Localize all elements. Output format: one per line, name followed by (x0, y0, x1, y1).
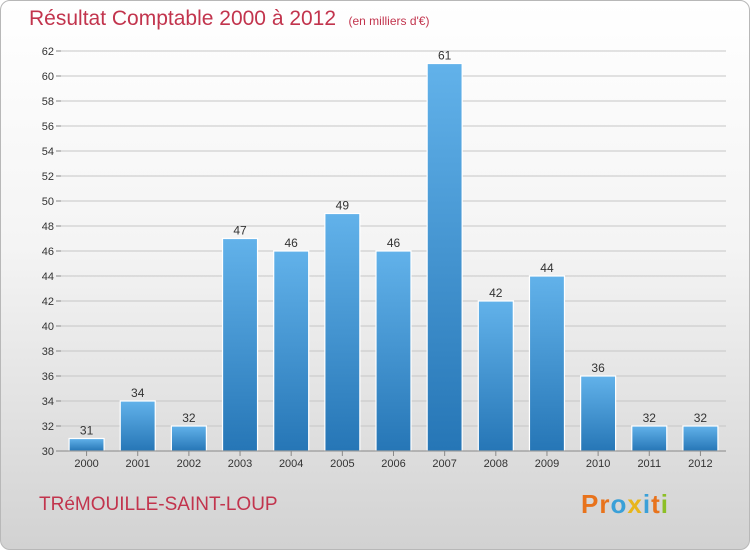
x-tick-label-2010: 2010 (586, 458, 610, 470)
bar-2006 (375, 250, 412, 452)
bar-2009 (528, 275, 566, 452)
x-tick-label-2004: 2004 (279, 458, 303, 470)
x-tick-label-2008: 2008 (484, 458, 508, 470)
bar-2003 (221, 237, 259, 452)
y-tick-label: 52 (42, 171, 54, 183)
y-tick-label: 58 (42, 96, 54, 108)
y-tick-label: 34 (42, 396, 54, 408)
logo-letter: r (599, 489, 611, 519)
y-tick-label: 48 (42, 221, 54, 233)
logo-letter: i (660, 489, 669, 519)
y-tick-label: 54 (42, 146, 54, 158)
bar-2007 (426, 62, 463, 452)
y-tick-label: 30 (42, 446, 54, 458)
y-tick-label: 42 (42, 296, 54, 308)
y-tick-label: 32 (42, 421, 54, 433)
y-tick-label: 50 (42, 196, 54, 208)
bars (68, 62, 719, 452)
data-labels: 31 34 32 47 46 49 46 61 42 44 36 32 32 (80, 49, 708, 438)
bar-2011 (631, 425, 668, 452)
chart-title-main: Résultat Comptable 2000 à 2012 (29, 7, 337, 30)
x-tick-label-2001: 2001 (125, 458, 149, 470)
chart-title: Résultat Comptable 2000 à 2012 (en milli… (29, 7, 429, 31)
bar-2002 (170, 425, 207, 452)
data-label-2002: 32 (182, 411, 196, 425)
y-tick-label: 44 (42, 271, 54, 283)
data-label-2011: 32 (643, 411, 657, 425)
city-name: TRéMOUILLE-SAINT-LOUP (39, 494, 278, 515)
data-label-2004: 46 (285, 236, 299, 250)
x-tick-label-2003: 2003 (228, 458, 252, 470)
data-label-2003: 47 (233, 224, 247, 238)
data-label-2005: 49 (336, 199, 350, 213)
data-label-2009: 44 (540, 261, 554, 275)
y-tick-label: 38 (42, 346, 54, 358)
logo-letter: i (642, 489, 652, 519)
logo-letter: x (627, 489, 643, 519)
y-axis-ticks: 30 32 34 36 38 40 42 44 46 48 50 52 54 56 58 60 62 (42, 46, 61, 458)
x-tick-label-2009: 2009 (535, 458, 559, 470)
bar-2005 (324, 212, 361, 452)
x-tick-label-2006: 2006 (381, 458, 405, 470)
data-label-2012: 32 (694, 411, 708, 425)
bar-2012 (682, 425, 719, 452)
bar-2004 (273, 250, 310, 452)
bar-2001 (119, 400, 156, 452)
bar-2010 (580, 375, 617, 452)
y-tick-label: 40 (42, 321, 54, 333)
x-axis-ticks: 2000 2001 2002 2003 2004 2005 2006 2007 2008 2009… (74, 451, 713, 470)
x-tick-label-2002: 2002 (177, 458, 201, 470)
y-tick-label: 60 (42, 71, 54, 83)
bar-2008 (477, 300, 514, 452)
data-label-2001: 34 (131, 386, 145, 400)
y-tick-label: 62 (42, 46, 54, 58)
data-label-2006: 46 (387, 236, 401, 250)
x-tick-label-2005: 2005 (330, 458, 354, 470)
data-label-2010: 36 (591, 361, 605, 375)
y-tick-label: 36 (42, 371, 54, 383)
proxiti-logo: Proxiti (581, 489, 669, 520)
data-label-2000: 31 (80, 424, 94, 438)
x-tick-label-2007: 2007 (432, 458, 456, 470)
y-tick-label: 56 (42, 121, 54, 133)
y-tick-label: 46 (42, 246, 54, 258)
x-tick-label-2012: 2012 (688, 458, 712, 470)
logo-letter: t (651, 489, 661, 519)
logo-letter: o (610, 489, 628, 519)
data-label-2008: 42 (489, 286, 503, 300)
data-label-2007: 61 (438, 49, 452, 63)
chart-unit-note: (en milliers d'€) (348, 14, 430, 28)
bar-2000 (68, 437, 105, 452)
logo-letter: P (581, 489, 600, 519)
x-tick-label-2000: 2000 (74, 458, 98, 470)
x-tick-label-2011: 2011 (637, 458, 661, 470)
